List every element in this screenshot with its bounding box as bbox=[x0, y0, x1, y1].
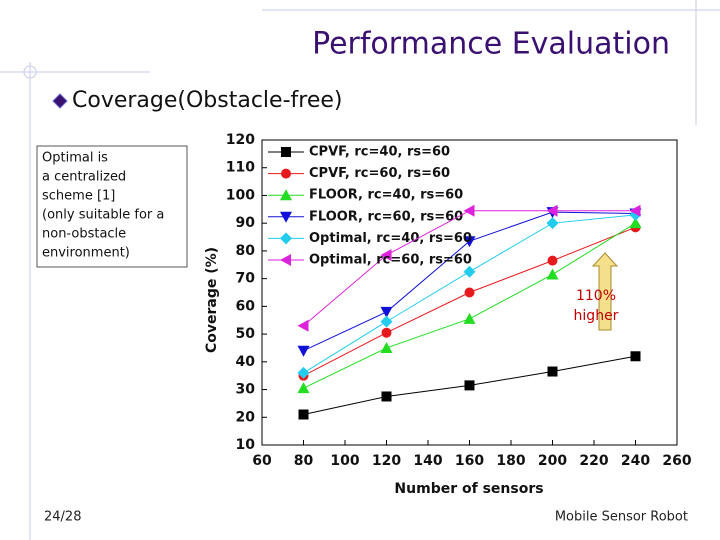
marker bbox=[380, 315, 393, 328]
x-tick-label: 80 bbox=[294, 453, 314, 469]
marker bbox=[464, 287, 475, 298]
x-tick-label: 160 bbox=[455, 453, 484, 469]
annotation: 110% bbox=[576, 288, 616, 304]
note-box bbox=[36, 145, 188, 268]
note-line: Optimal is bbox=[42, 151, 108, 166]
legend-marker bbox=[280, 232, 292, 245]
bullet-icon bbox=[52, 93, 68, 109]
x-tick-label: 100 bbox=[330, 453, 359, 469]
marker bbox=[463, 265, 476, 278]
legend-label: CPVF, rc=60, rs=60 bbox=[309, 166, 450, 181]
y-tick-label: 100 bbox=[226, 187, 255, 203]
slide-title: Performance Evaluation bbox=[312, 27, 670, 62]
legend-marker bbox=[281, 147, 291, 157]
marker bbox=[463, 204, 475, 217]
bullet-text: Coverage(Obstacle-free) bbox=[72, 88, 342, 113]
note-line: (only suitable for a bbox=[42, 208, 164, 223]
marker bbox=[547, 255, 558, 266]
page-number: 24/28 bbox=[44, 510, 81, 525]
legend-label: CPVF, rc=40, rs=60 bbox=[309, 145, 450, 160]
marker bbox=[380, 249, 392, 262]
legend-label: FLOOR, rc=60, rs=60 bbox=[309, 209, 463, 224]
y-tick-label: 120 bbox=[226, 132, 255, 148]
y-tick-label: 110 bbox=[226, 160, 255, 176]
x-axis-label: Number of sensors bbox=[394, 481, 543, 497]
marker bbox=[380, 306, 393, 318]
marker bbox=[629, 204, 641, 217]
x-tick-label: 220 bbox=[579, 453, 608, 469]
marker bbox=[297, 345, 310, 357]
x-tick-label: 120 bbox=[372, 453, 401, 469]
deco-circle bbox=[23, 65, 37, 79]
marker bbox=[463, 236, 476, 248]
y-axis-label: Coverage (%) bbox=[204, 247, 220, 353]
x-tick-label: 200 bbox=[538, 453, 567, 469]
y-tick-label: 40 bbox=[236, 354, 256, 370]
y-tick-label: 50 bbox=[236, 326, 256, 342]
annotation: higher bbox=[574, 308, 619, 324]
x-tick-label: 240 bbox=[621, 453, 650, 469]
x-tick-label: 180 bbox=[496, 453, 525, 469]
footer: Mobile Sensor Robot bbox=[555, 510, 688, 525]
marker bbox=[297, 382, 310, 394]
legend-marker bbox=[280, 254, 291, 266]
note: Optimal is a centralized scheme [1] (only s… bbox=[42, 151, 164, 261]
x-tick-label: 60 bbox=[252, 453, 272, 469]
note-line: environment) bbox=[42, 246, 130, 261]
legend-label: Optimal, rc=40, rs=60 bbox=[309, 231, 472, 246]
note-line: scheme [1] bbox=[42, 189, 115, 204]
marker bbox=[297, 319, 309, 332]
marker bbox=[546, 217, 559, 230]
y-tick-label: 90 bbox=[236, 215, 256, 231]
y-tick-label: 10 bbox=[236, 437, 256, 453]
marker bbox=[630, 351, 641, 362]
marker bbox=[546, 268, 559, 280]
arrow bbox=[591, 252, 619, 331]
x-tick-label: 260 bbox=[662, 453, 691, 469]
marker bbox=[546, 204, 558, 217]
legend-label: FLOOR, rc=40, rs=60 bbox=[309, 188, 463, 203]
marker bbox=[629, 217, 642, 229]
marker bbox=[298, 409, 309, 420]
legend-label: Optimal, rc=60, rs=60 bbox=[309, 253, 472, 268]
note-line: a centralized bbox=[42, 170, 126, 185]
legend-marker bbox=[280, 211, 292, 223]
series-line bbox=[303, 222, 636, 389]
marker bbox=[381, 391, 392, 402]
x-tick-label: 140 bbox=[413, 453, 442, 469]
legend-marker bbox=[281, 168, 291, 179]
y-tick-label: 30 bbox=[236, 382, 256, 398]
marker bbox=[464, 380, 475, 391]
y-tick-label: 20 bbox=[236, 409, 256, 425]
y-tick-label: 60 bbox=[236, 298, 256, 314]
note-line: non-obstacle bbox=[42, 227, 126, 242]
marker bbox=[381, 327, 392, 338]
marker bbox=[463, 312, 476, 324]
marker bbox=[297, 366, 310, 379]
y-tick-label: 80 bbox=[236, 243, 256, 259]
marker bbox=[547, 366, 558, 377]
y-tick-label: 70 bbox=[236, 271, 256, 287]
legend-marker bbox=[280, 189, 292, 201]
chart: 10 20 30 40 50 60 70 80 90 100 110 120 60 80 100 120 140… bbox=[226, 132, 692, 469]
marker bbox=[380, 341, 393, 353]
